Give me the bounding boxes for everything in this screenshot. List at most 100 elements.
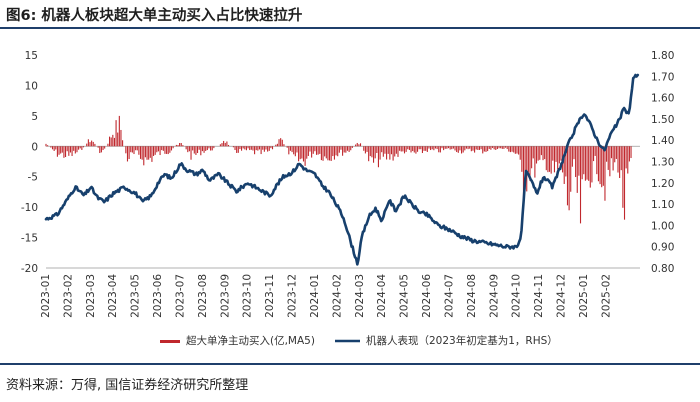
bar [474, 146, 476, 153]
bar [552, 146, 554, 161]
bar [221, 143, 223, 147]
bar [244, 146, 246, 150]
right-tick-label: 1.20 [651, 178, 674, 190]
bar [483, 146, 485, 152]
bar [426, 146, 428, 152]
bar [298, 146, 300, 162]
bar [345, 146, 347, 153]
bar [211, 146, 213, 151]
bar [358, 144, 360, 147]
bar [519, 146, 521, 160]
left-tick-label: -5 [28, 172, 38, 184]
bar [315, 146, 318, 155]
bar [179, 142, 181, 147]
bar [154, 146, 156, 155]
bar [200, 146, 202, 156]
bar [348, 146, 350, 152]
bar [368, 146, 370, 162]
bar [307, 146, 309, 156]
bar [335, 146, 337, 156]
bar [534, 146, 536, 178]
bar [500, 146, 502, 149]
bar [81, 146, 83, 150]
bar [565, 146, 567, 177]
bar [379, 146, 381, 160]
bar [223, 140, 225, 147]
bar [324, 146, 326, 157]
bar [522, 146, 525, 201]
x-tick-label: 2024-07 [443, 274, 455, 318]
bar [539, 146, 541, 160]
bar [120, 129, 122, 147]
bar [447, 146, 450, 149]
bar [94, 143, 96, 147]
bar [503, 146, 505, 149]
bar [619, 146, 621, 179]
bar [241, 146, 243, 151]
bar [524, 146, 526, 190]
bar [475, 146, 477, 150]
bar [302, 146, 305, 162]
bar [276, 143, 278, 147]
x-tick-label: 2023-11 [264, 274, 276, 318]
x-tick-label: 2024-05 [399, 274, 411, 318]
bar [92, 141, 94, 147]
bar [622, 146, 624, 208]
bar [311, 146, 313, 158]
left-tick-label: -20 [21, 263, 38, 275]
bar [529, 146, 531, 182]
bar [413, 146, 415, 153]
x-tick-label: 2023-10 [242, 274, 254, 318]
bar [73, 146, 75, 151]
bar [418, 146, 420, 150]
bar [609, 146, 611, 177]
bar [513, 146, 515, 153]
bar [115, 120, 117, 147]
legend-bar-label: 超大单净主动买入(亿,MA5) [186, 334, 315, 347]
bar [599, 146, 601, 185]
bar [232, 146, 234, 148]
bar [255, 146, 257, 151]
bar [252, 146, 254, 151]
bar [550, 146, 552, 174]
bar [131, 146, 133, 153]
bar [614, 146, 616, 163]
bar [86, 143, 88, 147]
bar [144, 146, 146, 158]
bar [436, 146, 438, 150]
bar [394, 146, 396, 157]
bar [452, 146, 454, 149]
bar [439, 146, 441, 153]
bar [342, 146, 344, 156]
bar [322, 146, 324, 161]
bar [371, 146, 373, 158]
bar [260, 146, 262, 155]
bar [177, 145, 179, 147]
bar [390, 146, 393, 155]
bar [542, 146, 544, 161]
bar [364, 146, 366, 154]
bar [505, 146, 507, 148]
right-axis-ticks: 1.80 1.70 1.60 1.50 1.40 1.30 1.20 1.10 1.00 0.90… [651, 50, 674, 275]
bar [477, 146, 479, 150]
bar [187, 146, 189, 153]
bar [615, 146, 617, 159]
bar [192, 146, 194, 151]
bar [110, 137, 112, 147]
bar [588, 146, 590, 181]
bar [593, 146, 595, 162]
bar [420, 146, 422, 150]
bar [138, 146, 140, 155]
bar [146, 146, 148, 160]
bar [141, 146, 143, 160]
x-tick-label: 2023-03 [85, 274, 97, 318]
bar [113, 137, 115, 147]
bar [226, 141, 228, 147]
bar [386, 146, 388, 160]
x-tick-label: 2023-06 [152, 274, 164, 318]
bar [195, 146, 197, 155]
bar [239, 146, 241, 150]
bar [100, 146, 102, 153]
bar [118, 115, 120, 147]
bar [157, 146, 159, 152]
